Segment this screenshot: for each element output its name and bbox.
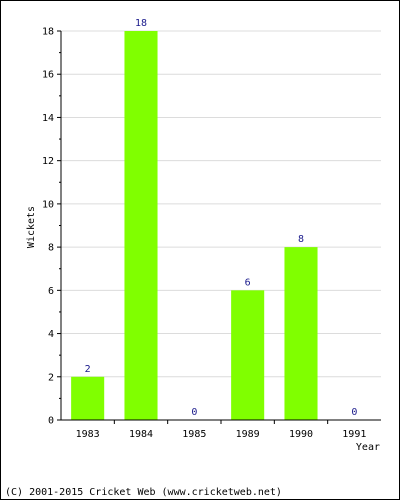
data-label-1989: 6 xyxy=(245,277,251,288)
data-label-1983: 2 xyxy=(85,364,91,375)
bar-1990 xyxy=(284,247,318,420)
y-tick-label: 18 xyxy=(42,27,54,38)
data-labels: 2 18 0 6 8 0 xyxy=(85,18,358,418)
y-axis-title: Wickets xyxy=(26,206,37,248)
data-label-1984: 18 xyxy=(135,18,147,29)
data-label-1985: 0 xyxy=(191,407,197,418)
y-tick-label: 4 xyxy=(48,329,54,340)
x-tick-label: 1984 xyxy=(129,429,153,440)
y-tick-labels: 0 2 4 6 8 10 12 14 16 18 xyxy=(42,27,54,427)
x-tick-label: 1983 xyxy=(76,429,100,440)
x-axis-title: Year xyxy=(356,442,380,453)
y-tick-label: 6 xyxy=(48,286,54,297)
y-tick-label: 0 xyxy=(48,416,54,427)
y-tick-label: 12 xyxy=(42,156,54,167)
x-tick-label: 1985 xyxy=(182,429,206,440)
y-tick-label: 2 xyxy=(48,372,54,383)
bars xyxy=(71,31,318,420)
copyright-footer: (C) 2001-2015 Cricket Web (www.cricketwe… xyxy=(5,487,282,498)
y-tick-label: 8 xyxy=(48,243,54,254)
axes xyxy=(57,30,381,424)
x-tick-label: 1990 xyxy=(289,429,313,440)
y-tick-label: 10 xyxy=(42,199,54,210)
data-label-1991: 0 xyxy=(351,407,357,418)
data-label-1990: 8 xyxy=(298,234,304,245)
x-tick-labels: 1983 1984 1985 1989 1990 1991 xyxy=(76,429,367,440)
y-tick-label: 14 xyxy=(42,113,54,124)
x-tick-label: 1989 xyxy=(236,429,260,440)
x-tick-label: 1991 xyxy=(342,429,366,440)
y-tick-label: 16 xyxy=(42,70,54,81)
gridlines xyxy=(61,30,381,378)
bar-1984 xyxy=(124,31,158,420)
bar-1983 xyxy=(71,376,105,420)
bar-1989 xyxy=(231,290,265,420)
